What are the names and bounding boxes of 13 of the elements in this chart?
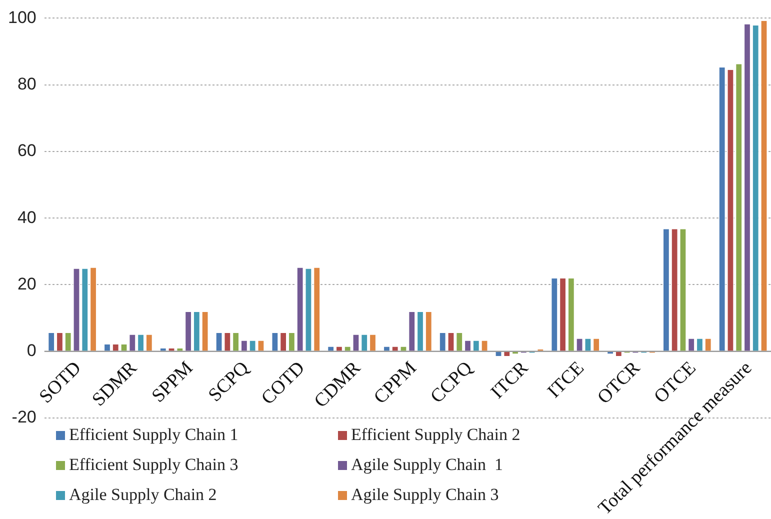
- y-tick-label: -20: [12, 408, 36, 427]
- legend-label: Efficient Supply Chain 3: [69, 455, 238, 475]
- y-tick-label: 0: [26, 341, 36, 360]
- legend-label: Agile Supply Chain 1: [351, 455, 504, 475]
- legend-label: Agile Supply Chain 3: [351, 485, 499, 505]
- y-tick-label: 100: [8, 8, 36, 27]
- legend-label: Agile Supply Chain 2: [69, 485, 217, 505]
- y-tick-label: 80: [17, 74, 36, 94]
- y-tick-label: 60: [17, 141, 36, 160]
- legend-label: Efficient Supply Chain 2: [351, 425, 520, 445]
- y-tick-label: 40: [17, 208, 36, 227]
- legend-label: Efficient Supply Chain 1: [69, 425, 238, 445]
- y-tick-label: 20: [17, 274, 36, 294]
